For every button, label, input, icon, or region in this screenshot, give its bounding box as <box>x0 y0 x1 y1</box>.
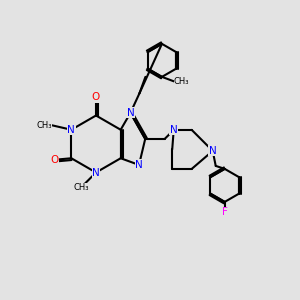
Text: CH₃: CH₃ <box>174 77 189 86</box>
Text: O: O <box>92 92 100 103</box>
Text: N: N <box>127 108 134 118</box>
Text: N: N <box>135 160 143 170</box>
Text: N: N <box>170 125 178 135</box>
Text: N: N <box>209 146 217 156</box>
Text: CH₃: CH₃ <box>73 183 89 192</box>
Text: CH₃: CH₃ <box>36 121 52 130</box>
Text: F: F <box>222 207 228 218</box>
Text: N: N <box>68 125 75 135</box>
Text: O: O <box>51 155 59 165</box>
Text: N: N <box>92 167 100 178</box>
